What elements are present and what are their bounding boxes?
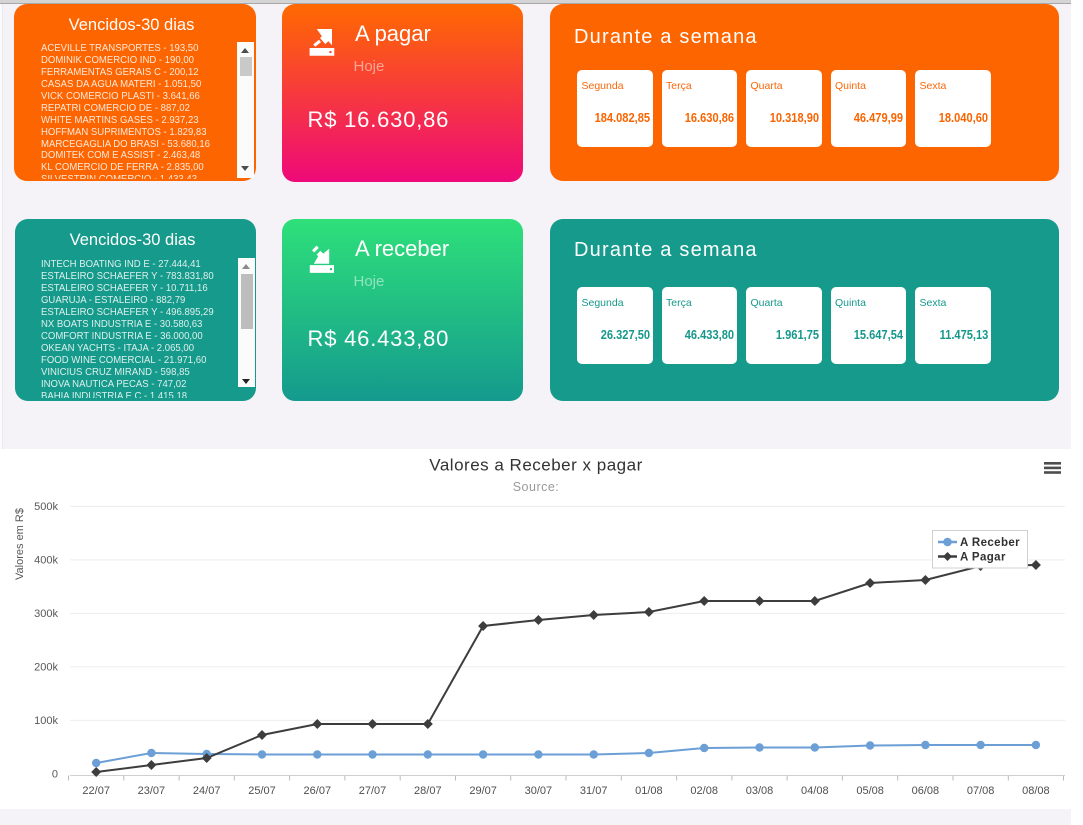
svg-text:25/07: 25/07 <box>248 785 276 797</box>
svg-text:31/07: 31/07 <box>580 785 608 797</box>
svg-text:27/07: 27/07 <box>359 785 387 797</box>
svg-text:06/08: 06/08 <box>912 785 940 797</box>
svg-text:26/07: 26/07 <box>304 785 332 797</box>
svg-text:28/07: 28/07 <box>414 785 442 797</box>
svg-text:100k: 100k <box>34 715 58 727</box>
svg-text:A Pagar: A Pagar <box>960 552 1006 564</box>
svg-text:07/08: 07/08 <box>967 785 995 797</box>
svg-text:04/08: 04/08 <box>801 785 829 797</box>
svg-text:300k: 300k <box>34 608 58 620</box>
svg-text:0: 0 <box>52 769 58 781</box>
svg-text:03/08: 03/08 <box>746 785 774 797</box>
svg-text:05/08: 05/08 <box>856 785 884 797</box>
svg-text:500k: 500k <box>34 501 58 513</box>
svg-text:29/07: 29/07 <box>469 785 497 797</box>
svg-text:Valores a Receber x pagar: Valores a Receber x pagar <box>429 456 642 475</box>
svg-text:24/07: 24/07 <box>193 785 221 797</box>
svg-text:A Receber: A Receber <box>960 537 1020 549</box>
svg-text:30/07: 30/07 <box>525 785 553 797</box>
svg-text:01/08: 01/08 <box>635 785 663 797</box>
svg-text:02/08: 02/08 <box>690 785 718 797</box>
svg-text:400k: 400k <box>34 555 58 567</box>
svg-text:22/07: 22/07 <box>82 785 110 797</box>
svg-text:23/07: 23/07 <box>138 785 166 797</box>
svg-text:200k: 200k <box>34 662 58 674</box>
svg-text:Source:: Source: <box>513 480 560 494</box>
svg-text:Valores em R$: Valores em R$ <box>14 508 26 580</box>
svg-text:08/08: 08/08 <box>1022 785 1050 797</box>
